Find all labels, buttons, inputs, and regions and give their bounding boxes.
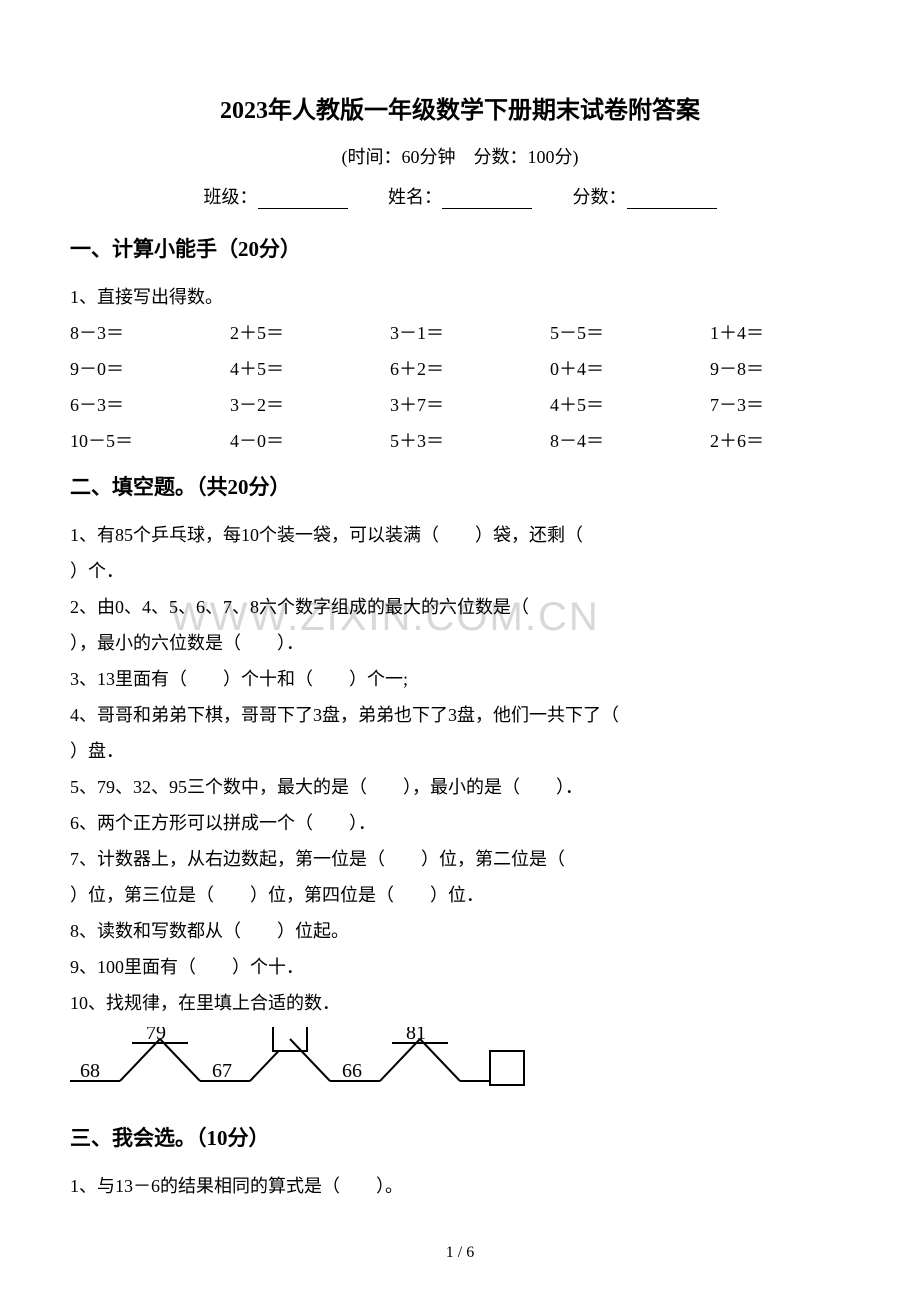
calc-row: 6－3＝ 3－2＝ 3＋7＝ 4＋5＝ 7－3＝ [70,387,850,423]
class-blank [258,190,348,209]
calc-cell: 10－5＝ [70,423,230,459]
calc-row: 8－3＝ 2＋5＝ 3－1＝ 5－5＝ 1＋4＝ [70,315,850,351]
calc-cell: 2＋6＝ [710,423,830,459]
seq-n1: 68 [80,1060,100,1082]
s2-item: 4、哥哥和弟弟下棋，哥哥下了3盘，弟弟也下了3盘，他们一共下了（ [70,697,850,733]
calc-cell: 3＋7＝ [390,387,550,423]
calc-cell: 5＋3＝ [390,423,550,459]
calc-cell: 4－0＝ [230,423,390,459]
page-title: 2023年人教版一年级数学下册期末试卷附答案 [70,90,850,125]
calc-row: 10－5＝ 4－0＝ 5＋3＝ 8－4＝ 2＋6＝ [70,423,850,459]
section3-head: 三、我会选。（10分） [70,1122,850,1152]
name-label: 姓名： [388,187,442,207]
s3-item: 1、与13－6的结果相同的算式是（ ）。 [70,1168,850,1204]
s2-item: ）位，第三位是（ ）位，第四位是（ ）位． [70,877,850,913]
s2-item: 8、读数和写数都从（ ）位起。 [70,913,850,949]
calc-cell: 3－1＝ [390,315,550,351]
s2-item: 3、13里面有（ ）个十和（ ）个一; [70,661,850,697]
s2-item: 5、79、32、95三个数中，最大的是（ ），最小的是（ ）． [70,769,850,805]
seq-n2: 67 [212,1060,232,1082]
calc-cell: 1＋4＝ [710,315,830,351]
s2-item: 9、100里面有（ ）个十． [70,949,850,985]
score-blank [627,190,717,209]
s2-item: ），最小的六位数是（ ）． [70,625,850,661]
seq-n3: 66 [342,1060,362,1082]
calc-row: 9－0＝ 4＋5＝ 6＋2＝ 0＋4＝ 9－8＝ [70,351,850,387]
s2-item: ）盘． [70,733,850,769]
calc-cell: 2＋5＝ [230,315,390,351]
section1-q1: 1、直接写出得数。 [70,279,850,315]
subtitle: (时间：60分钟 分数：100分) [70,143,850,169]
calc-cell: 6＋2＝ [390,351,550,387]
class-label: 班级： [204,187,258,207]
s2-item: 2、由0、4、5、6、7、8六个数字组成的最大的六位数是（ [70,589,850,625]
s2-item: 6、两个正方形可以拼成一个（ ）． [70,805,850,841]
s2-item: 10、找规律，在里填上合适的数． [70,985,850,1021]
seq-box-end [490,1051,524,1085]
calc-cell: 3－2＝ [230,387,390,423]
s2-item: 1、有85个乒乓球，每10个装一袋，可以装满（ ）袋，还剩（ [70,517,850,553]
calc-cell: 4＋5＝ [230,351,390,387]
calc-cell: 8－4＝ [550,423,710,459]
score-label: 分数： [573,187,627,207]
info-line: 班级： 姓名： 分数： [70,183,850,209]
sequence-diagram: 79 68 67 81 66 [70,1027,690,1097]
calc-cell: 4＋5＝ [550,387,710,423]
page-number: 1 / 6 [70,1244,850,1262]
calc-cell: 9－0＝ [70,351,230,387]
s2-item: ）个． [70,553,850,589]
section1-head: 一、计算小能手（20分） [70,233,850,263]
calc-cell: 7－3＝ [710,387,830,423]
s2-item: 7、计数器上，从右边数起，第一位是（ ）位，第二位是（ [70,841,850,877]
name-blank [442,190,532,209]
calc-cell: 8－3＝ [70,315,230,351]
calc-cell: 6－3＝ [70,387,230,423]
calc-cell: 5－5＝ [550,315,710,351]
calc-cell: 9－8＝ [710,351,830,387]
section2-head: 二、填空题。（共20分） [70,471,850,501]
calc-cell: 0＋4＝ [550,351,710,387]
